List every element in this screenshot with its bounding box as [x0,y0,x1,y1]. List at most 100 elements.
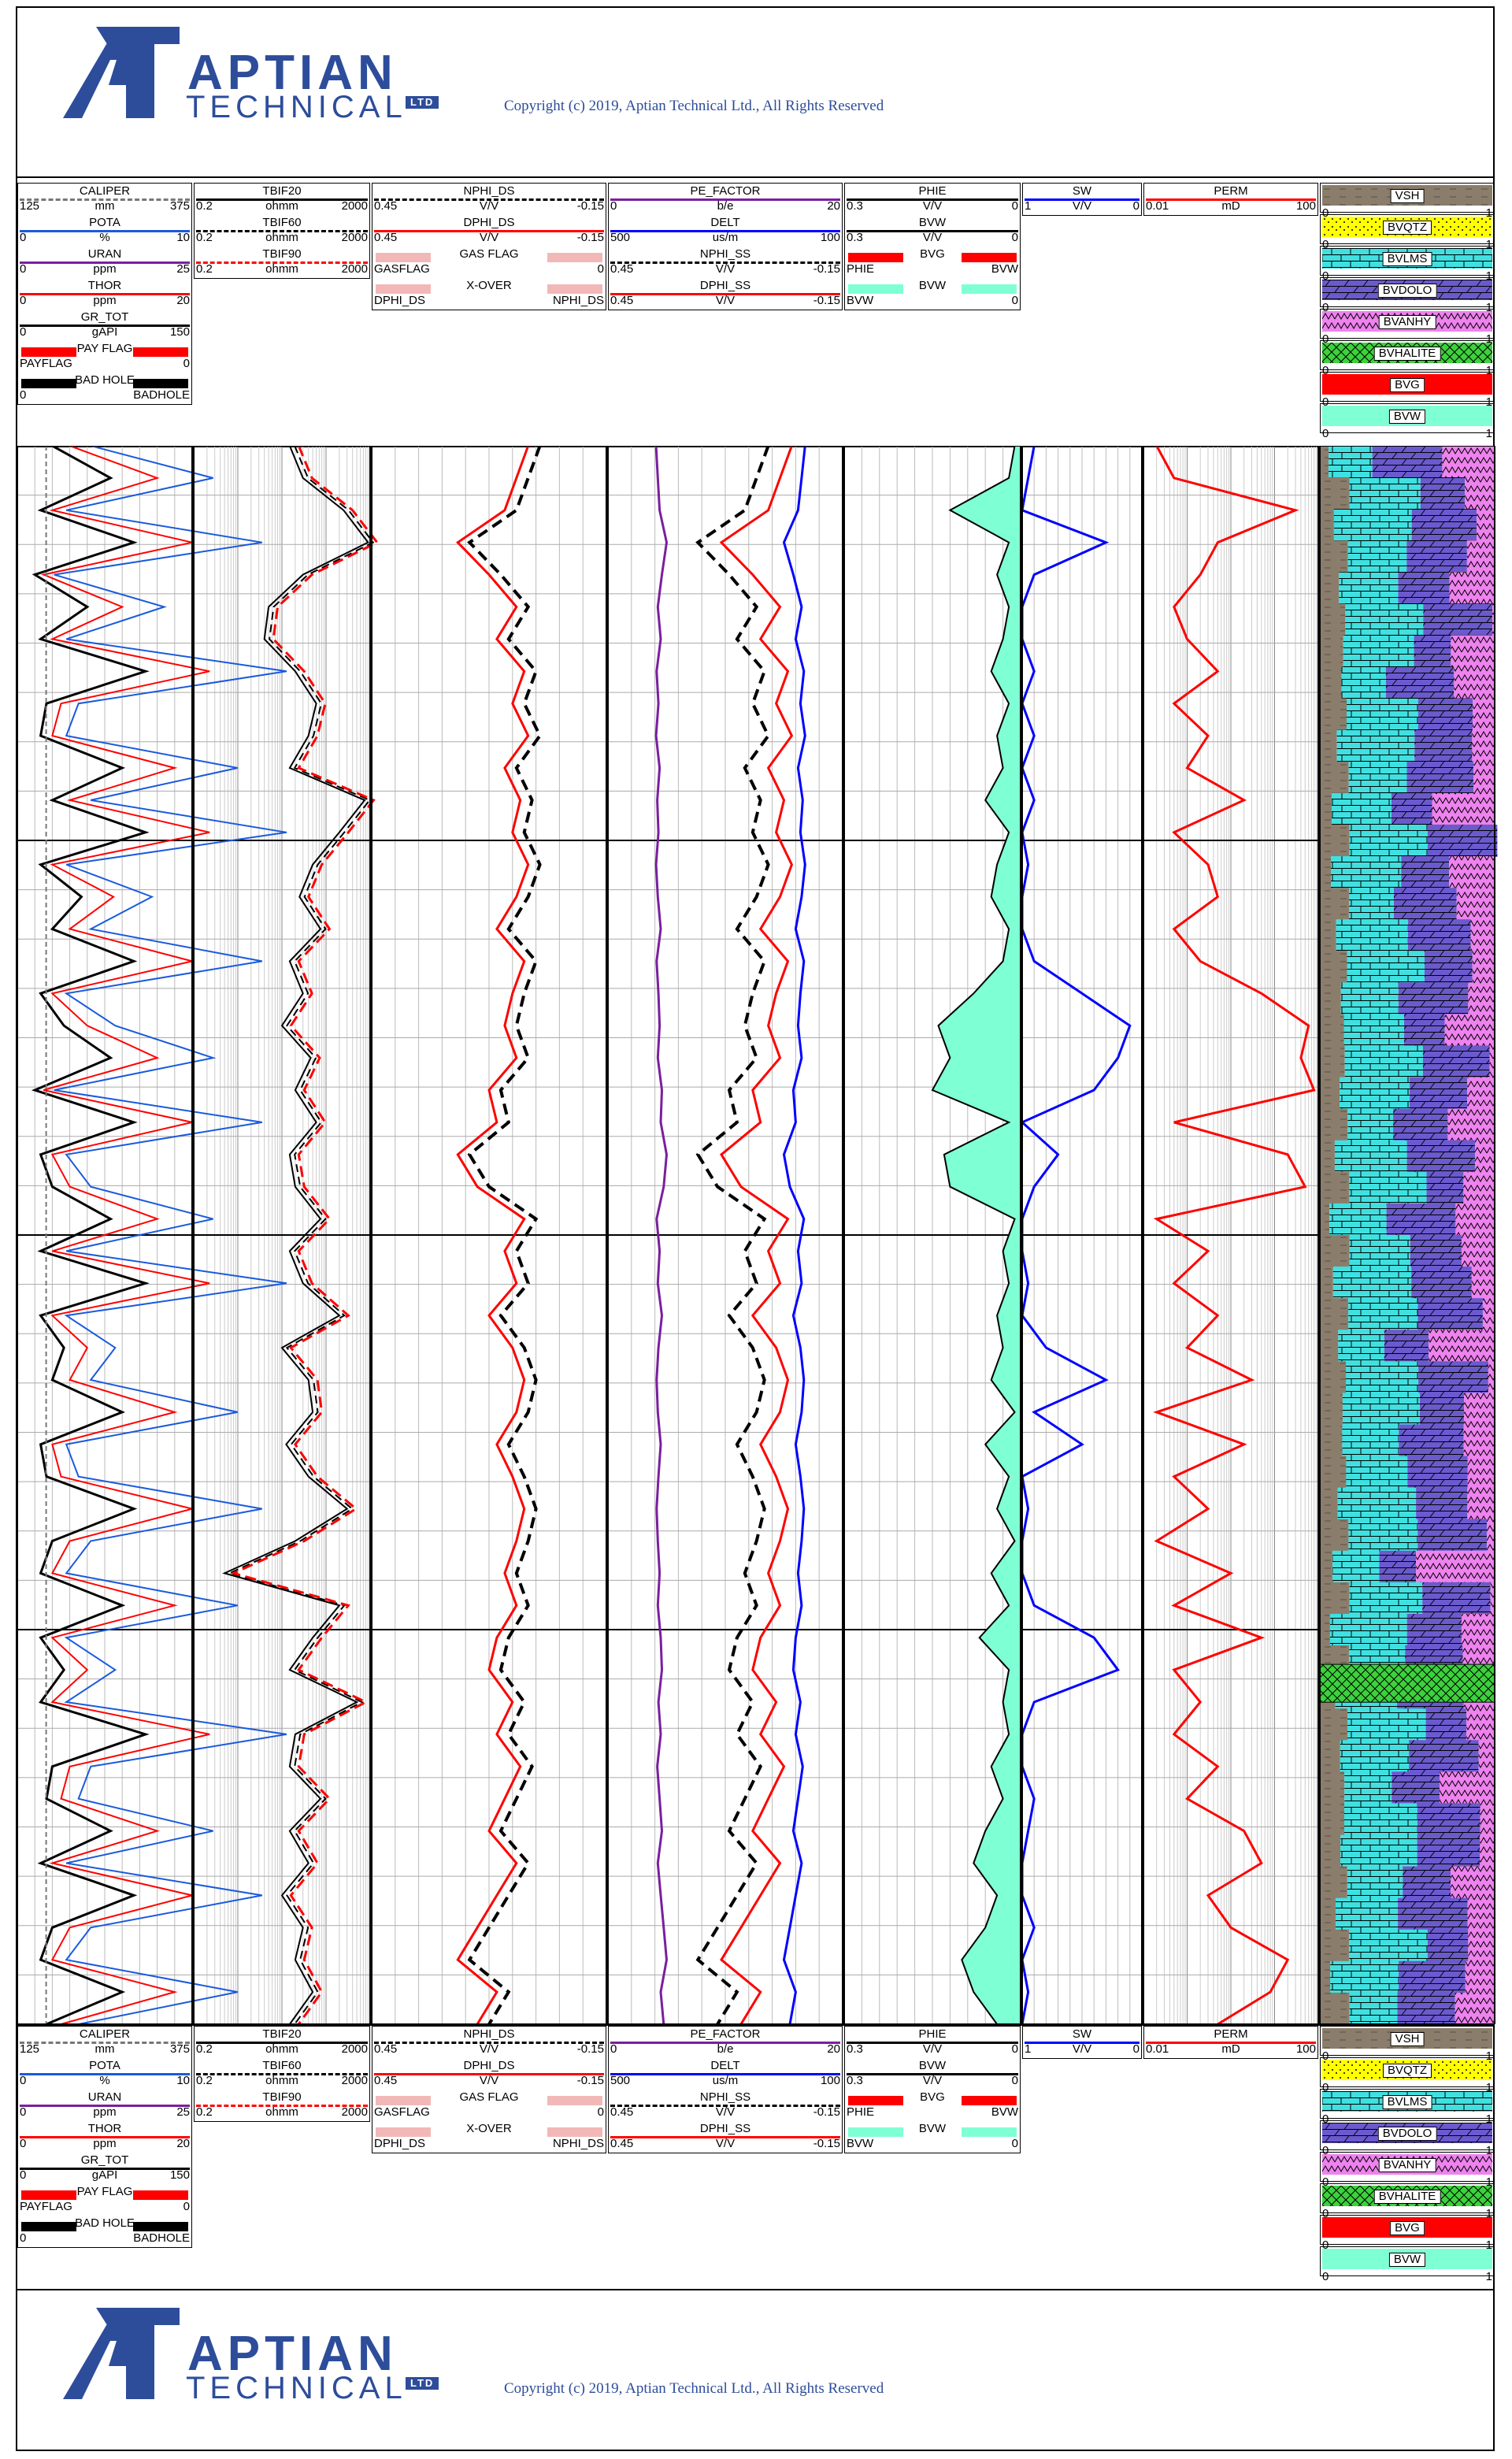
lithology-band [1454,666,1495,699]
fill-swatch [962,2096,1017,2105]
logo-name-bottom: TECHNICAL [186,90,407,124]
curve-header-sw: SW 1 V/V 0 [1023,2028,1141,2058]
lithology-band [1472,951,1495,984]
top-track5-header: PHIE 0.3 V/V 0 BVW 0.3 V/V 0 BVG PHIE BVW BVW BVW 0 [844,183,1021,310]
lithology-band [1320,1803,1344,1836]
lithology-band [1320,1897,1336,1930]
legend-bvdolo: BVDOLO 0 1 [1320,2120,1495,2157]
legend-label: BVHALITE [1373,347,1441,361]
scale-high: -0.15 [813,2137,840,2150]
curve-header-phie: PHIE 0.3 V/V 0 [845,185,1020,215]
lithology-band [1340,982,1399,1015]
scale-low: GASFLAG [374,2105,430,2119]
fill-swatch [21,2190,76,2200]
footer-divider-top [16,2024,1495,2026]
lithology-band [1339,572,1399,605]
bvw-fill [932,446,1021,2024]
curve-line-sample [610,198,840,201]
scale-unit: V/V [1072,2042,1092,2056]
lithology-band [1320,1771,1345,1804]
legend-label: BVHALITE [1373,2190,1441,2204]
lithology-band [1336,919,1408,952]
lithology-band [1320,1992,1350,2024]
scale-high: 2000 [341,2042,368,2056]
legend-scale-high: 1 [1485,2238,1492,2252]
scale-unit: % [99,231,110,244]
scale-low: GASFLAG [374,262,430,276]
lithology-band [1411,1267,1472,1300]
curve-header-pe-factor: PE_FACTOR 0 b/e 20 [609,185,842,215]
lithology-band [1347,1866,1403,1899]
lithology-band [1398,982,1469,1015]
lithology-band [1410,1077,1468,1110]
legend-scale-low: 0 [1322,2049,1329,2063]
fill-swatch [21,379,76,388]
lithology-band [1463,1424,1495,1457]
lithology-band [1320,919,1336,952]
legend-scale-low: 0 [1322,395,1329,409]
curve-header-caliper: CALIPER 125 mm 375 [18,2028,191,2058]
bottom-track5-header: PHIE 0.3 V/V 0 BVW 0.3 V/V 0 BVG PHIE BVW BVW BVW 0 [844,2026,1021,2153]
lithology-band [1466,1708,1495,1741]
curve-name: TBIF90 [262,2090,302,2104]
legend-scale-high: 1 [1485,2207,1492,2220]
curve-header-dphi-ss: DPHI_SS 0.45 V/V -0.15 [609,280,842,310]
lithology-band [1417,1834,1480,1867]
scale-low: 0 [20,294,27,307]
scale-high: 100 [820,231,840,244]
scale-high: 0 [597,2105,604,2119]
curve-header-bvg: BVG PHIE BVW [845,2091,1020,2121]
lithology-band [1320,698,1347,731]
scale-high: -0.15 [576,231,604,244]
curve-name: GR_TOT [80,2153,129,2167]
lithology-band [1320,540,1348,573]
legend-scale-low: 0 [1322,269,1329,283]
scale-unit: ppm [93,2105,117,2119]
curve-line-sample [196,2042,368,2044]
scale-high: -0.15 [576,2042,604,2056]
curve-name: NPHI_DS [463,2027,515,2041]
scale-unit: ohmm [265,199,298,213]
lithology-band [1477,509,1495,542]
legend-scale-high: 1 [1485,2112,1492,2126]
lithology-band [1320,1456,1347,1489]
legend-scale-high: 1 [1485,2081,1492,2094]
curve-header-bvw: BVW 0.3 V/V 0 [845,2060,1020,2090]
top-track4-header: PE_FACTOR 0 b/e 20 DELT 500 us/m 100 NPHI_SS 0.45… [608,183,843,310]
scale-unit: gAPI [91,2168,118,2182]
curve-name: PHIE [918,184,947,198]
legend-bvqtz: BVQTZ 0 1 [1320,214,1495,251]
curve-line-sample [610,261,840,264]
scale-low: 125 [20,2042,40,2056]
lithology-band [1320,446,1329,479]
curve-header-pay-flag: PAY FLAG PAYFLAG 0 [18,343,191,373]
scale-high: 2000 [341,231,368,244]
well-log-plot [17,446,1498,2024]
tbif20-curve [222,446,369,2024]
legend-bvdolo: BVDOLO 0 1 [1320,277,1495,314]
scale-high: 20 [827,199,840,213]
company-logo-top: APTIAN TECHNICAL LTD [61,24,471,126]
lithology-band [1320,951,1347,984]
fill-swatch [376,2096,431,2105]
scale-low: 0.3 [847,2074,863,2087]
curve-line-sample [196,261,368,264]
halite-band [1319,1663,1495,1703]
lithology-band [1416,1550,1495,1583]
curve-name: PAY FLAG [76,2185,133,2198]
bottom-track3-header: NPHI_DS 0.45 V/V -0.15 DPHI_DS 0.45 V/V -0.15 GA… [372,2026,606,2153]
curve-name: SW [1072,184,1092,198]
lithology-band [1473,761,1495,794]
curve-header-gr-tot: GR_TOT 0 gAPI 150 [18,311,191,341]
curve-line-sample [20,2073,190,2075]
scale-unit: V/V [715,262,736,276]
curve-name: BVW [918,279,947,292]
lithology-band [1444,1014,1495,1047]
lithology-band [1417,1803,1480,1836]
lithology-band [1422,1582,1491,1615]
lithology-band [1420,477,1466,510]
lithology-band [1348,761,1407,794]
scale-low: 1 [1025,199,1032,213]
scale-high: 100 [820,2074,840,2087]
scale-high: -0.15 [576,2074,604,2087]
